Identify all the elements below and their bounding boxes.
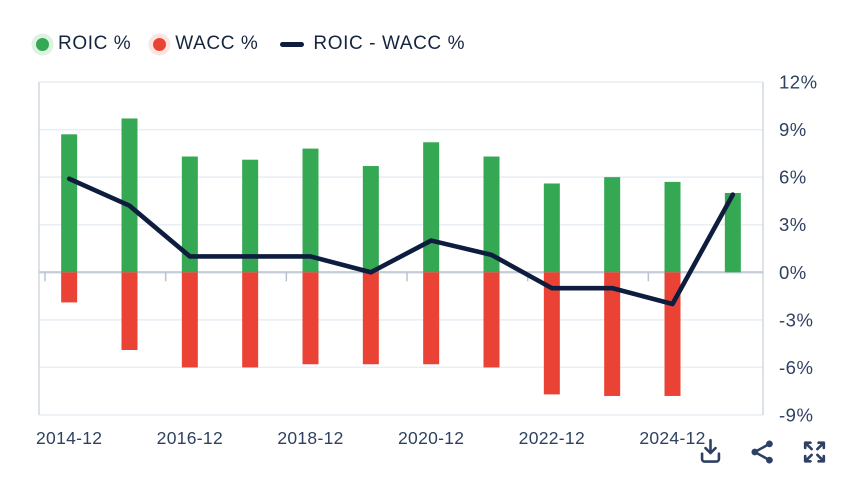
share-icon[interactable] [748,436,777,468]
x-axis-label: 2020-12 [398,428,464,448]
y-axis-label: -3% [779,309,813,330]
fullscreen-icon[interactable] [800,436,829,468]
roic-bar-2018-12[interactable] [302,148,319,273]
y-axis-label: -6% [779,357,813,378]
legend-item-wacc[interactable]: WACC % [153,31,258,57]
roic-dot-icon [36,37,49,51]
chart-toolbar [696,436,829,468]
wacc-bar-2020-12[interactable] [423,272,440,365]
y-axis-label: 9% [779,119,807,140]
roic-bar-2019-12[interactable] [362,166,379,273]
wacc-bar-2014-12[interactable] [61,272,78,303]
y-axis-label: 6% [779,167,807,188]
y-axis-label: 12% [779,72,818,93]
roic-bar-2025-12[interactable] [724,193,741,273]
roic-minus-wacc-line[interactable] [66,176,736,307]
x-axis-label: 2016-12 [157,428,223,448]
wacc-bar-2021-12[interactable] [483,272,500,368]
roic-bar-2016-12[interactable] [181,156,198,273]
roic-bar-2024-12[interactable] [664,181,681,273]
roic-bar-2017-12[interactable] [242,159,259,273]
legend-label-roic: ROIC % [58,33,132,54]
roic-bar-2023-12[interactable] [604,177,621,273]
y-axis-label: -9% [779,405,813,426]
wacc-bar-2022-12[interactable] [543,272,560,395]
legend-item-roic-minus-wacc[interactable]: ROIC - WACC % [280,31,465,57]
wacc-bar-2023-12[interactable] [604,272,621,396]
download-icon[interactable] [696,436,725,468]
wacc-bar-2018-12[interactable] [302,272,319,365]
wacc-bar-2015-12[interactable] [121,272,138,350]
roic-bar-2021-12[interactable] [483,156,500,273]
wacc-bar-2017-12[interactable] [242,272,259,368]
wacc-bar-2016-12[interactable] [181,272,198,368]
roic-bar-2022-12[interactable] [543,183,560,273]
legend-item-roic[interactable]: ROIC % [36,31,131,57]
x-axis-label: 2018-12 [277,428,343,448]
legend-label-roic-minus-wacc: ROIC - WACC % [313,33,466,54]
x-axis-label: 2024-12 [639,428,705,448]
chart-legend: ROIC % WACC % ROIC - WACC % [36,31,465,57]
legend-label-wacc: WACC % [175,33,259,54]
wacc-dot-icon [153,37,167,51]
roic-bar-2020-12[interactable] [423,142,440,273]
x-axis-label: 2014-12 [36,428,102,448]
y-axis-label: 3% [779,214,807,235]
x-axis-label: 2022-12 [519,428,585,448]
y-axis-label: 0% [779,262,807,283]
wacc-bar-2019-12[interactable] [362,272,379,365]
roic-minus-wacc-line-icon [280,41,305,47]
roic-bar-2014-12[interactable] [61,134,78,273]
roic-bar-2015-12[interactable] [121,118,138,273]
